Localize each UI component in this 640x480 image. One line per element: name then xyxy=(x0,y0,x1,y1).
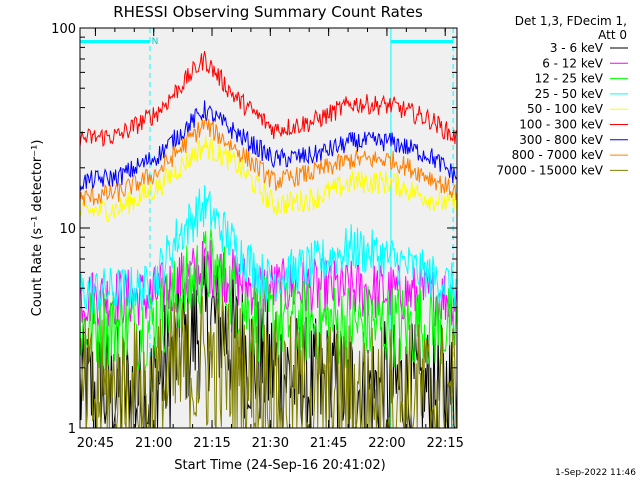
legend-label: 25 - 50 keV xyxy=(535,87,604,101)
legend-label: 100 - 300 keV xyxy=(519,118,603,132)
series-line-4 xyxy=(79,136,458,223)
chart-title: RHESSI Observing Summary Count Rates xyxy=(113,3,423,21)
x-tick-label: 20:45 xyxy=(77,436,114,451)
x-tick-label: 21:00 xyxy=(135,436,172,451)
x-tick-label: 21:15 xyxy=(193,436,230,451)
y-axis-label: Count Rate (s⁻¹ detector⁻¹) xyxy=(30,140,45,317)
series-line-6 xyxy=(79,100,458,192)
legend-label: 12 - 25 keV xyxy=(535,72,604,86)
legend-header-line2: Att 0 xyxy=(598,28,627,42)
event-bar-0 xyxy=(80,40,150,43)
legend-label: 50 - 100 keV xyxy=(527,102,604,116)
series-line-3 xyxy=(79,185,458,313)
x-tick-label: 22:15 xyxy=(426,436,463,451)
series-line-5 xyxy=(79,51,458,147)
x-tick-label: 21:30 xyxy=(252,436,289,451)
legend-label: 300 - 800 keV xyxy=(519,133,603,147)
x-tick-label: 21:45 xyxy=(310,436,347,451)
legend-label: 3 - 6 keV xyxy=(550,41,604,55)
legend-header-line1: Det 1,3, FDecim 1, xyxy=(515,14,627,28)
legend-label: 800 - 7000 keV xyxy=(512,148,604,162)
axis-ticks: 20:45 21:00 21:15 21:30 21:45 22:00 22:15 1 10 10… xyxy=(51,22,464,451)
y-tick-label: 10 xyxy=(59,222,76,237)
x-axis-label: Start Time (24-Sep-16 20:41:02) xyxy=(174,458,385,473)
y-tick-label: 1 xyxy=(68,422,76,437)
event-bar-1 xyxy=(390,40,454,43)
legend-label: 6 - 12 keV xyxy=(542,56,604,70)
series-layer xyxy=(79,51,458,430)
series-line-7 xyxy=(79,119,458,207)
legend-label: 7000 - 15000 keV xyxy=(496,163,603,177)
night-marker: N xyxy=(152,37,159,47)
series-line-2 xyxy=(79,228,458,373)
footer-timestamp: 1-Sep-2022 11:46 xyxy=(555,468,636,478)
x-tick-label: 22:00 xyxy=(368,436,405,451)
y-tick-label: 100 xyxy=(51,22,76,37)
